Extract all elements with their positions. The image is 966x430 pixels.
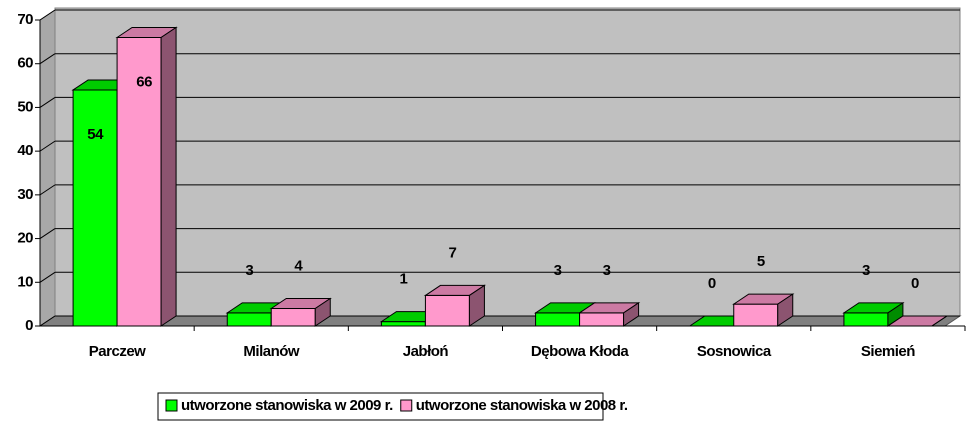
grid-line (39, 9, 56, 21)
data-label: 0 (708, 275, 716, 292)
y-tick-label: 40 (17, 142, 33, 159)
bar-front (424, 294, 470, 327)
x-tick-label: Dębowa Kłoda (531, 343, 630, 360)
y-tick-label: 60 (17, 55, 33, 72)
y-tick-label: 0 (25, 317, 33, 334)
bar-side (468, 284, 485, 327)
bar-front (72, 89, 118, 327)
bar-front (579, 312, 625, 327)
legend-swatch (165, 399, 178, 412)
grid-line (39, 184, 56, 196)
grid-line (39, 97, 56, 108)
bar (269, 297, 332, 327)
data-label: 5 (757, 253, 765, 270)
y-tick-label: 70 (17, 11, 33, 28)
bar-side (931, 315, 948, 327)
bar-front (733, 303, 779, 327)
legend-swatch (400, 399, 413, 412)
grid-line (39, 228, 56, 239)
data-label: 7 (448, 244, 456, 261)
bar-front (380, 321, 426, 327)
bar (842, 301, 905, 327)
grid-line (39, 271, 56, 283)
side-wall (39, 9, 56, 327)
data-label: 0 (911, 275, 919, 292)
bar-side (777, 293, 794, 327)
x-tick-label: Sosnowica (697, 343, 772, 360)
bar-front (535, 312, 581, 327)
back-wall (54, 7, 961, 317)
bar-side (623, 301, 640, 327)
y-tick-label: 50 (17, 98, 33, 115)
bar (886, 315, 949, 327)
data-label: 3 (862, 262, 870, 279)
legend-box (157, 392, 604, 421)
legend-label: utworzone stanowiska w 2009 r. (181, 397, 393, 414)
bar (423, 284, 487, 327)
legend-label: utworzone stanowiska w 2008 r. (416, 397, 628, 414)
data-label: 66 (136, 73, 152, 90)
x-tick-label: Milanów (243, 343, 299, 360)
grid-line (39, 53, 56, 65)
bar-front (270, 308, 316, 327)
bar-side (160, 26, 177, 327)
bar (732, 293, 795, 327)
data-label: 54 (87, 126, 104, 143)
y-tick-label: 20 (17, 230, 33, 247)
y-tick-label: 30 (17, 186, 33, 203)
bar-front (226, 312, 272, 327)
bar (577, 301, 641, 327)
bar-side (314, 297, 331, 327)
x-tick-label: Jabłoń (403, 343, 449, 360)
grid-line (39, 140, 56, 152)
bar (115, 26, 178, 327)
data-label: 3 (603, 262, 611, 279)
bar-front (843, 312, 889, 327)
y-tick-label: 10 (17, 273, 33, 290)
data-label: 4 (294, 257, 303, 274)
data-label: 1 (399, 271, 407, 288)
grid-line (39, 315, 56, 327)
x-tick-label: Parczew (89, 343, 146, 360)
data-label: 3 (245, 262, 253, 279)
floor (38, 315, 962, 327)
data-label: 3 (554, 262, 562, 279)
x-tick-label: Siemień (861, 343, 915, 360)
